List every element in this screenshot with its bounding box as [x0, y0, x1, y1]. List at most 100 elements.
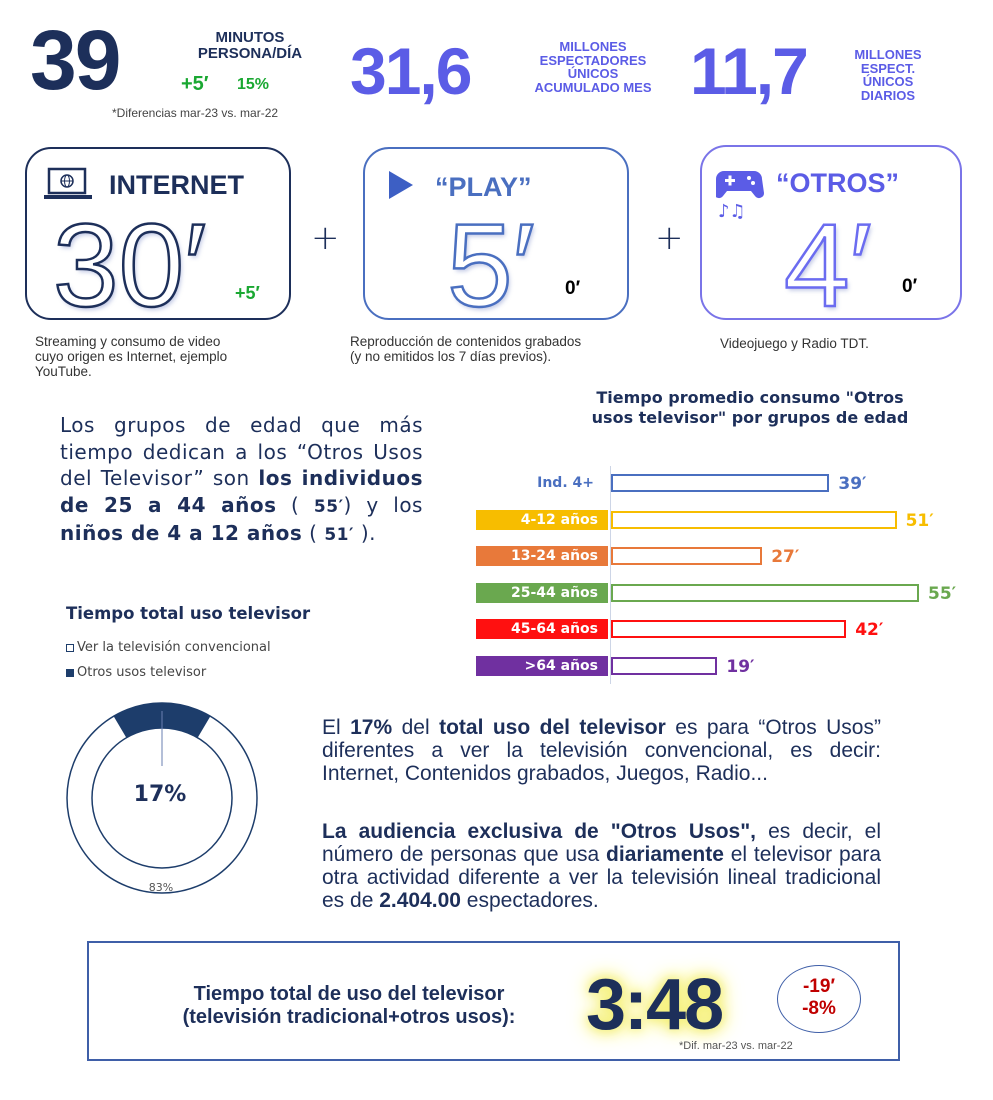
donut-chart — [66, 702, 258, 894]
legend-swatch-white — [66, 643, 74, 652]
description-line: Videojuego y Radio TDT. — [720, 336, 869, 351]
description-line: Reproducción de contenidos grabados — [350, 334, 582, 349]
bar-category-label: 4-12 años — [476, 510, 608, 530]
minutes-diff-pct: 15% — [237, 76, 270, 93]
play-card: “PLAY” 5′ 0′ — [363, 147, 629, 332]
text-segment: ) y los — [343, 492, 423, 517]
total-box: Tiempo total de uso del televisor (telev… — [87, 941, 900, 1061]
legend-label: Ver la televisión convencional — [77, 640, 271, 655]
internet-value: 30′ — [52, 200, 208, 332]
bar-chart-axis — [610, 466, 611, 684]
daily-label-line: MILLONES — [854, 47, 922, 62]
bar-category-label: 13-24 años — [476, 546, 608, 566]
plus-sign: + — [655, 218, 684, 258]
bar-category-label: Ind. 4+ — [537, 475, 594, 491]
text-segment: es decir, el número de personas que usa — [322, 820, 881, 866]
monthly-label-line: ÚNICOS — [567, 66, 619, 82]
description-line: cuyo origen es Internet, ejemplo — [35, 349, 228, 364]
daily-label: MILLONES ESPECT. ÚNICOS DIARIOS — [838, 48, 938, 103]
play-diff: 0′ — [565, 278, 581, 299]
donut-bottom-label: 83% — [148, 881, 174, 894]
bar — [611, 657, 718, 675]
minutes-diff: +5′ — [181, 73, 209, 95]
bar — [611, 620, 847, 638]
diff-note: *Diferencias mar-23 vs. mar-22 — [112, 106, 279, 120]
minutes-label: MINUTOS PERSONA/DÍA — [170, 30, 330, 62]
total-value: 3:48 — [586, 965, 724, 1045]
legend-item-convencional: Ver la televisión convencional — [66, 640, 271, 655]
share-paragraph-2: La audiencia exclusiva de "Otros Usos", … — [322, 820, 881, 912]
daily-label-line: ESPECT. — [860, 60, 916, 76]
bar-category-label: 45-64 años — [476, 619, 608, 639]
text-bold: 55′ — [313, 496, 344, 517]
text-bold: 51′ — [324, 525, 354, 545]
play-title: “PLAY” — [435, 172, 532, 202]
otros-card: ♪♫ “OTROS” 4′ 0′ — [700, 145, 962, 332]
bar — [611, 474, 830, 492]
daily-value: 11,7 — [690, 34, 809, 108]
otros-diff: 0′ — [902, 276, 918, 297]
text-bold: La audiencia exclusiva de "Otros Usos", — [322, 820, 757, 843]
bar-chart-title: Tiempo promedio consumo "Otros usos tele… — [591, 388, 909, 427]
internet-title: INTERNET — [109, 170, 244, 200]
text-segment: del — [392, 716, 440, 739]
otros-title: “OTROS” — [776, 168, 900, 198]
gamepad-music-icon: ♪♫ — [716, 171, 764, 221]
plus-sign: + — [311, 218, 340, 258]
legend-swatch-navy — [66, 668, 74, 677]
play-icon — [389, 171, 413, 199]
bar-value-label: 42′ — [855, 620, 884, 640]
minutes-label-line: PERSONA/DÍA — [197, 44, 303, 62]
minutes-value: 39 — [30, 13, 121, 107]
bar — [611, 511, 897, 529]
share-paragraph-1: El 17% del total uso del televisor es pa… — [322, 716, 881, 785]
play-description: Reproducción de contenidos grabados (y n… — [350, 334, 581, 364]
monthly-value: 31,6 — [350, 34, 472, 108]
bar — [611, 584, 919, 602]
minutes-label-line: MINUTOS — [215, 29, 285, 46]
monthly-label-line: ESPECTADORES — [539, 52, 647, 68]
text-bold: 2.404.00 — [379, 889, 461, 912]
legend-item-otros: Otros usos televisor — [66, 665, 206, 680]
total-label-line: Tiempo total de uso del televisor — [193, 983, 505, 1005]
laptop-globe-icon — [44, 167, 92, 199]
bar-value-label: 39′ — [838, 474, 867, 494]
text-bold: 17% — [350, 716, 393, 739]
total-note: *Dif. mar-23 vs. mar-22 — [679, 1040, 793, 1052]
total-diff-pct: -8% — [802, 998, 836, 1019]
age-groups-text: Los grupos de edad que más tiempo dedica… — [60, 412, 423, 549]
text-bold: total uso del televisor — [439, 716, 666, 739]
bar-value-label: 27′ — [771, 547, 800, 567]
otros-value: 4′ — [783, 200, 873, 332]
legend-title: Tiempo total uso televisor — [66, 604, 311, 623]
daily-label-line: ÚNICOS — [862, 74, 914, 90]
text-bold: diariamente — [606, 843, 724, 866]
description-line: Streaming y consumo de video — [35, 334, 221, 349]
bar-value-label: 55′ — [928, 584, 957, 604]
total-label-line: (televisión tradicional+otros usos): — [182, 1006, 516, 1028]
bar-category-label: 25-44 años — [476, 583, 608, 603]
internet-card: INTERNET 30′ +5′ — [25, 147, 291, 332]
monthly-label-line: ACUMULADO MES — [534, 79, 652, 95]
text-segment: ( — [302, 521, 325, 545]
donut-center-label: 17% — [133, 782, 187, 807]
play-value: 5′ — [446, 200, 536, 332]
description-line: (y no emitidos los 7 días previos). — [350, 349, 552, 364]
text-segment: ). — [353, 521, 376, 545]
monthly-label: MILLONES ESPECTADORES ÚNICOS ACUMULADO M… — [513, 40, 673, 95]
total-label: Tiempo total de uso del televisor (telev… — [129, 983, 569, 1029]
total-diff-minutes: -19′ — [802, 976, 836, 997]
bar — [611, 547, 763, 565]
total-diff-circle: -19′ -8% — [777, 965, 861, 1033]
bar-value-label: 51′ — [905, 511, 934, 531]
legend-label: Otros usos televisor — [77, 665, 207, 680]
text-segment: el televisor para otra actividad diferen… — [322, 843, 881, 912]
internet-diff: +5′ — [235, 283, 260, 303]
bar-category-label: >64 años — [476, 656, 608, 676]
bar-value-label: 19′ — [726, 657, 755, 677]
monthly-label-line: MILLONES — [559, 39, 627, 54]
text-segment: El — [322, 716, 351, 739]
svg-text:♪♫: ♪♫ — [718, 201, 746, 221]
text-segment: ( — [276, 492, 314, 517]
text-segment: es para “Otros Usos” diferentes a ver la… — [322, 716, 881, 785]
